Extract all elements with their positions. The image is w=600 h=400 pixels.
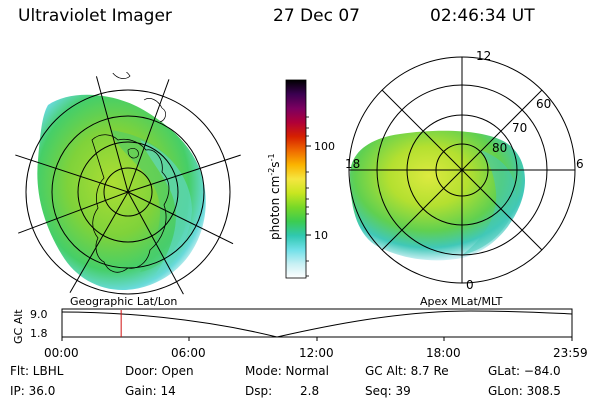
x-tick-2359: 23:59 [553, 346, 588, 360]
seq-info: Seq: 39 [365, 384, 411, 398]
flt-info: Flt: LBHL [10, 364, 64, 378]
x-tick-1800: 18:00 [426, 346, 461, 360]
auroral-emission-right [350, 130, 525, 261]
mlat-label-70: 70 [512, 121, 527, 135]
mlt-label-6: 6 [576, 157, 584, 171]
altitude-curve [61, 310, 573, 338]
altitude-plot: Geographic Lat/Lon Apex MLat/MLT 9.0 1.8… [12, 295, 573, 344]
mlat-label-60: 60 [536, 97, 551, 111]
gain-info: Gain: 14 [125, 384, 176, 398]
x-tick-1200: 12:00 [299, 346, 334, 360]
mlt-label-12: 12 [476, 49, 491, 63]
mlat-label-80: 80 [492, 141, 507, 155]
y-tick-1-8: 1.8 [30, 327, 48, 340]
mode-info: Mode: Normal [245, 364, 329, 378]
geographic-map [10, 72, 246, 308]
right-map-label: Apex MLat/MLT [420, 295, 503, 308]
date-label: 27 Dec 07 [273, 6, 360, 26]
door-info: Door: Open [125, 364, 194, 378]
colorbar-tick-100: 100 [314, 140, 335, 153]
colorbar: 100 10 photon cm-2s-1 [267, 79, 335, 279]
mlt-label-18: 18 [345, 157, 360, 171]
dsp-label: Dsp: [245, 384, 273, 398]
dsp-value: 2.8 [300, 384, 320, 398]
time-label: 02:46:34 UT [430, 6, 535, 26]
gc-alt-info: GC Alt: 8.7 Re [365, 364, 449, 378]
gc-alt-axis-label: GC Alt [12, 309, 25, 344]
instrument-title: Ultraviolet Imager [18, 6, 172, 26]
magnetic-map: 12 18 6 0 60 70 80 [345, 49, 584, 292]
glat-info: GLat: −84.0 [488, 364, 561, 378]
y-tick-9: 9.0 [30, 308, 48, 321]
colorbar-tick-10: 10 [314, 229, 328, 242]
left-map-label: Geographic Lat/Lon [70, 295, 177, 308]
ip-info: IP: 36.0 [10, 384, 56, 398]
x-tick-0000: 00:00 [44, 346, 79, 360]
glon-info: GLon: 308.5 [488, 384, 561, 398]
colorbar-label: photon cm-2s-1 [267, 153, 282, 240]
x-tick-0600: 06:00 [171, 346, 206, 360]
mlt-label-0: 0 [466, 278, 474, 292]
